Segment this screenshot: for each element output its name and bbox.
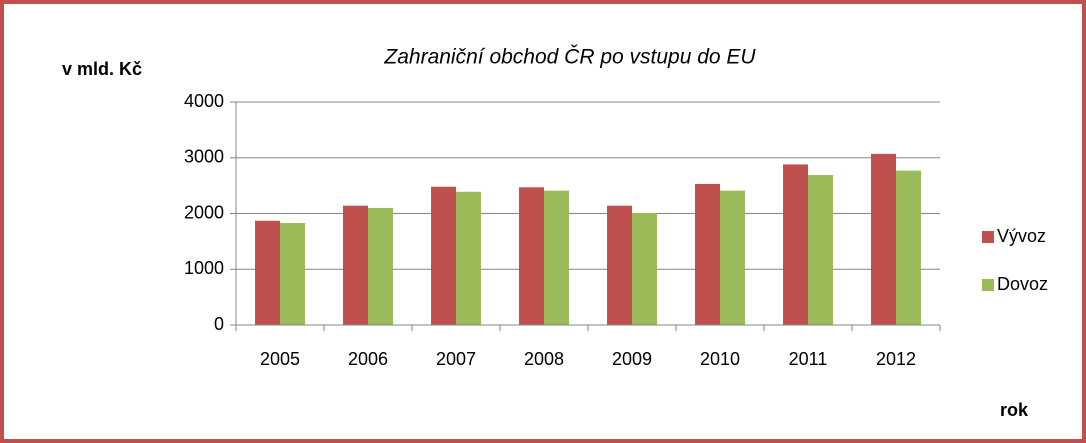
bar (431, 186, 456, 325)
bar (607, 205, 632, 325)
x-tick-label: 2009 (612, 349, 652, 369)
legend-label: Dovoz (997, 274, 1048, 294)
y-tick-label: 0 (214, 314, 224, 334)
x-tick-label: 2011 (789, 349, 828, 369)
bar (632, 212, 657, 325)
y-tick-label: 4000 (184, 91, 224, 111)
x-tick-label: 2006 (348, 349, 388, 369)
legend-swatch (982, 231, 994, 243)
bar (783, 164, 808, 325)
y-tick-label: 1000 (184, 258, 224, 278)
y-tick-label: 2000 (184, 202, 224, 222)
bar (808, 175, 833, 325)
bar (456, 191, 481, 325)
chart-title: Zahraniční obchod ČR po vstupu do EU (383, 46, 756, 69)
x-tick-label: 2012 (876, 349, 916, 369)
bar (280, 222, 305, 325)
y-axis-label: v mld. Kč (62, 59, 142, 79)
bar (695, 183, 720, 325)
x-axis-label: rok (1000, 400, 1029, 420)
bar (896, 170, 921, 325)
x-tick-label: 2005 (260, 349, 300, 369)
bar (519, 187, 544, 325)
bar (255, 220, 280, 325)
bar (720, 190, 745, 325)
legend-label: Vývoz (997, 226, 1046, 246)
x-tick-label: 2008 (524, 349, 564, 369)
bar (871, 153, 896, 325)
x-tick-label: 2007 (436, 349, 476, 369)
x-tick-label: 2010 (700, 349, 740, 369)
bar (544, 190, 569, 325)
legend-swatch (982, 279, 994, 291)
y-tick-label: 3000 (184, 147, 224, 167)
bar (343, 205, 368, 325)
bar (368, 207, 393, 325)
